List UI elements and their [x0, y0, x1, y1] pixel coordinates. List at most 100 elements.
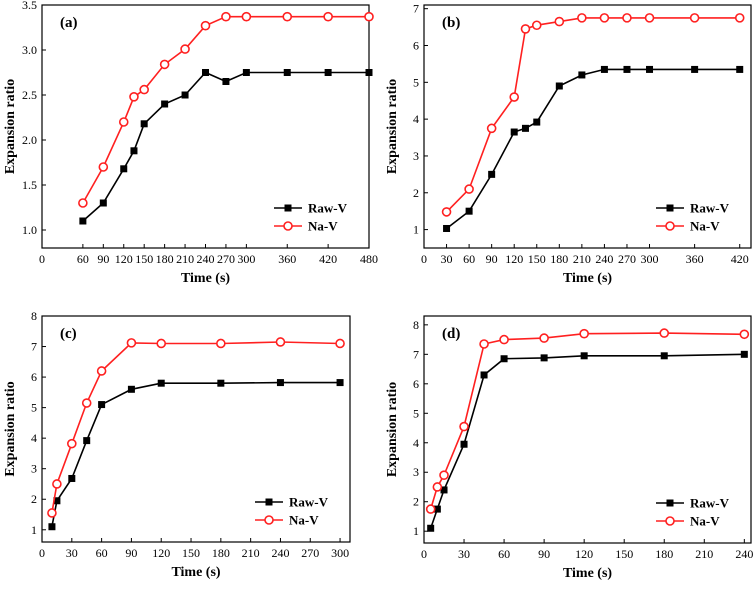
y-tick-label: 7 [31, 340, 37, 354]
x-tick-label: 360 [686, 252, 704, 266]
data-point-raw-v [521, 124, 529, 132]
data-point-na-v [439, 470, 449, 480]
x-tick-label: 240 [197, 252, 215, 266]
data-point-na-v [659, 328, 670, 338]
data-point-na-v [464, 184, 474, 194]
data-point-na-v [520, 24, 531, 34]
y-tick-label: 6 [31, 370, 37, 384]
data-point-raw-v [120, 165, 128, 173]
panel-label: (b) [442, 15, 460, 31]
data-point-na-v [159, 59, 170, 70]
y-tick-label: 2.0 [22, 133, 37, 147]
x-tick-label: 180 [655, 547, 673, 561]
data-point-raw-v [623, 65, 631, 73]
y-tick-label: 5 [413, 406, 419, 420]
x-tick-label: 0 [421, 547, 427, 561]
data-point-raw-v [660, 352, 668, 360]
series-line-raw-v [51, 381, 341, 527]
data-point-na-v [241, 11, 252, 22]
x-tick-label: 120 [115, 252, 133, 266]
data-point-raw-v [555, 82, 563, 90]
data-point-na-v [739, 329, 750, 340]
data-point-na-v [539, 333, 549, 343]
data-point-na-v [180, 44, 190, 54]
data-point-na-v [531, 20, 542, 31]
data-point-raw-v [443, 224, 451, 232]
y-tick-label: 3.0 [22, 43, 37, 57]
x-tick-label: 0 [39, 546, 45, 560]
data-point-raw-v [600, 65, 608, 73]
data-point-raw-v [157, 379, 165, 387]
data-point-na-v [577, 13, 587, 23]
legend-label-na-v: Na-V [690, 514, 720, 529]
y-tick-label: 5 [413, 75, 419, 89]
data-point-na-v [644, 13, 655, 23]
data-point-raw-v [283, 69, 291, 76]
x-tick-label: 270 [301, 546, 319, 560]
data-point-na-v [98, 162, 109, 172]
x-tick-label: 90 [486, 252, 498, 266]
data-point-na-v [139, 84, 149, 95]
y-tick-label: 1 [413, 524, 419, 538]
data-point-na-v [200, 20, 211, 31]
x-tick-label: 90 [538, 547, 550, 561]
legend-marker-na-v [665, 516, 675, 526]
data-point-na-v [275, 337, 286, 347]
y-tick-label: 4 [31, 431, 37, 445]
legend-marker-na-v [264, 515, 274, 525]
x-tick-label: 0 [39, 252, 45, 266]
y-tick-label: 6 [413, 377, 419, 391]
legend-label-raw-v: Raw-V [308, 201, 348, 216]
x-axis-label: Time (s) [171, 565, 220, 580]
plot-frame [423, 315, 752, 544]
x-tick-label: 480 [360, 252, 378, 266]
series-line-raw-v [82, 71, 369, 222]
x-tick-label: 180 [550, 252, 568, 266]
data-point-na-v [622, 13, 632, 23]
data-point-na-v [479, 339, 489, 349]
legend-label-raw-v: Raw-V [690, 496, 730, 511]
x-tick-label: 60 [463, 252, 475, 266]
data-point-raw-v [578, 71, 586, 79]
data-point-raw-v [83, 437, 91, 445]
data-point-na-v [499, 334, 509, 345]
legend-label-na-v: Na-V [308, 219, 338, 234]
x-tick-label: 240 [735, 547, 753, 561]
x-tick-label: 240 [271, 546, 289, 560]
y-tick-label: 2.5 [22, 88, 37, 102]
data-point-raw-v [202, 69, 209, 76]
data-point-na-v [118, 117, 129, 127]
x-tick-label: 90 [97, 252, 109, 266]
data-point-raw-v [460, 440, 468, 448]
y-axis-label: Expansion ratio [3, 381, 18, 476]
x-tick-label: 420 [731, 252, 749, 266]
x-tick-label: 60 [77, 252, 89, 266]
data-point-raw-v [161, 100, 169, 108]
data-point-raw-v [222, 78, 230, 85]
data-point-raw-v [440, 486, 448, 494]
data-point-raw-v [68, 474, 76, 482]
legend-marker-raw-v [284, 204, 292, 212]
y-tick-label: 1 [413, 223, 419, 237]
data-point-na-v [47, 508, 57, 518]
data-point-raw-v [324, 69, 332, 76]
data-point-raw-v [540, 354, 548, 362]
y-tick-label: 5 [31, 401, 37, 415]
chart-panel-c: 0 30 60 90 120 150 180 210 240 270 300 1 2 3 4 5 6 7 8 Time… [3, 309, 351, 580]
x-tick-label: 90 [125, 546, 137, 560]
y-tick-label: 3.5 [22, 0, 37, 12]
data-point-raw-v [510, 128, 518, 136]
data-point-na-v [156, 338, 167, 349]
data-point-raw-v [181, 91, 189, 99]
data-point-na-v [734, 13, 745, 23]
data-point-na-v [425, 504, 436, 514]
data-point-na-v [364, 11, 374, 22]
x-tick-label: 0 [421, 252, 427, 266]
data-point-na-v [96, 366, 107, 376]
data-point-na-v [441, 207, 452, 217]
x-tick-label: 120 [152, 546, 170, 560]
x-tick-label: 30 [66, 546, 78, 560]
y-tick-label: 4 [413, 436, 419, 450]
legend-marker-na-v [283, 221, 293, 231]
